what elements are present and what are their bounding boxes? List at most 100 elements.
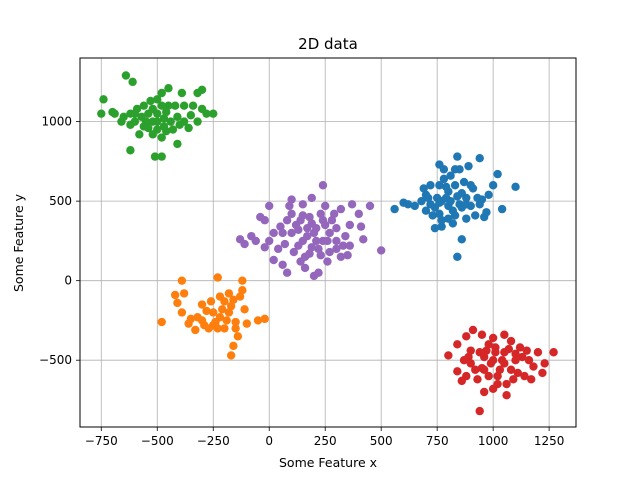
data-point: [287, 209, 296, 219]
data-point: [150, 152, 160, 161]
data-point: [506, 365, 516, 374]
data-point: [482, 346, 491, 355]
data-point: [518, 352, 527, 362]
data-point: [495, 365, 505, 374]
x-tick-label: −750: [85, 434, 118, 448]
data-point: [365, 201, 375, 211]
x-tick-label: 0: [265, 434, 273, 448]
data-points: [97, 71, 558, 416]
data-point: [153, 95, 162, 104]
data-point: [345, 241, 355, 250]
data-point: [453, 367, 462, 376]
data-point: [191, 325, 200, 335]
data-point: [269, 228, 278, 238]
data-point: [173, 298, 182, 308]
data-point: [240, 239, 249, 249]
data-point: [466, 181, 475, 190]
data-point: [446, 171, 455, 180]
data-point: [157, 317, 166, 327]
data-point: [527, 375, 536, 384]
data-point: [224, 308, 234, 317]
x-tick-label: 1250: [534, 434, 565, 448]
data-point: [287, 195, 296, 204]
x-axis-label: Some Feature x: [279, 455, 377, 470]
data-point: [450, 165, 460, 174]
data-point: [253, 316, 263, 325]
data-point: [529, 362, 538, 371]
data-point: [446, 196, 455, 206]
data-point: [173, 139, 182, 149]
series-5: [235, 181, 386, 281]
data-point: [477, 330, 487, 339]
data-point: [157, 101, 166, 110]
data-point: [453, 252, 462, 262]
data-point: [475, 154, 484, 163]
data-point: [233, 332, 243, 341]
data-point: [287, 228, 296, 238]
x-tick-label: 500: [370, 434, 393, 448]
data-point: [515, 343, 525, 352]
data-point: [265, 201, 274, 211]
x-tick-label: −250: [197, 434, 230, 448]
data-point: [347, 200, 357, 209]
data-point: [479, 387, 489, 397]
data-point: [170, 101, 180, 110]
data-point: [144, 109, 153, 118]
data-point: [421, 206, 431, 215]
data-point: [464, 352, 473, 362]
data-point: [468, 325, 478, 335]
y-axis-label: Some Feature y: [11, 193, 26, 292]
data-point: [479, 352, 489, 362]
data-point: [323, 236, 332, 246]
data-point: [511, 349, 520, 359]
data-point: [307, 193, 316, 203]
data-point: [399, 198, 408, 207]
data-point: [332, 236, 341, 246]
data-point: [500, 330, 509, 339]
data-point: [323, 257, 332, 266]
data-point: [450, 181, 460, 190]
data-point: [471, 365, 480, 374]
data-point: [338, 241, 348, 250]
data-point: [462, 200, 471, 209]
data-point: [444, 214, 453, 223]
data-point: [157, 88, 166, 98]
data-point: [435, 209, 444, 219]
data-point: [345, 220, 355, 230]
data-point: [444, 351, 453, 360]
data-point: [332, 244, 341, 254]
y-tick-label: 0: [64, 274, 72, 288]
data-point: [220, 324, 229, 333]
data-point: [540, 359, 549, 368]
chart-title: 2D data: [298, 35, 358, 53]
plot-frame: [79, 57, 577, 428]
data-point: [424, 193, 433, 203]
data-point: [289, 247, 299, 257]
data-point: [307, 243, 316, 252]
data-point: [282, 216, 292, 225]
data-point: [533, 348, 543, 357]
series-4: [444, 325, 558, 416]
data-point: [179, 117, 189, 126]
data-point: [457, 235, 466, 244]
data-point: [439, 174, 449, 184]
data-point: [336, 204, 346, 214]
data-point: [265, 236, 274, 246]
data-point: [202, 306, 211, 316]
data-point: [276, 222, 285, 231]
data-point: [356, 222, 366, 231]
data-point: [139, 122, 149, 131]
data-point: [99, 95, 108, 104]
data-point: [222, 316, 231, 325]
data-point: [179, 101, 189, 110]
data-point: [524, 355, 534, 365]
data-point: [148, 130, 157, 139]
data-point: [126, 109, 135, 118]
data-point: [341, 231, 350, 241]
data-point: [193, 117, 202, 126]
data-point: [376, 246, 386, 255]
y-tick-label: 1000: [41, 115, 72, 129]
y-tick-label: −500: [39, 353, 72, 367]
data-point: [269, 255, 278, 265]
series-2: [157, 273, 269, 360]
